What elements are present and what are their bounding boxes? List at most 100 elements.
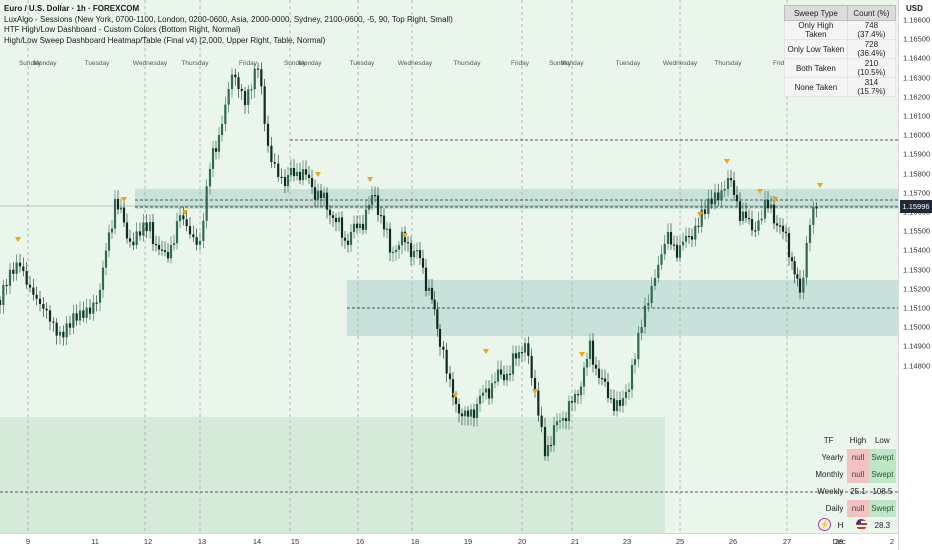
price-chart[interactable] bbox=[0, 0, 898, 533]
candle-body bbox=[113, 199, 117, 229]
sweep-count: 728 (36.4%) bbox=[846, 39, 897, 59]
candle-body bbox=[325, 192, 329, 210]
chart-area[interactable]: Euro / U.S. Dollar · 1h · FOREXCOM LuxAl… bbox=[0, 0, 898, 533]
candle-body bbox=[815, 207, 818, 209]
candle-body bbox=[754, 230, 757, 232]
candle-body bbox=[430, 287, 434, 300]
candle-body bbox=[256, 68, 260, 70]
indicator-sessions[interactable]: LuxAlgo - Sessions (New York, 0700-1100,… bbox=[4, 14, 453, 24]
candle-body bbox=[720, 190, 723, 201]
table-row: Daily null Swept bbox=[812, 500, 896, 517]
candle-body bbox=[558, 420, 562, 422]
candle-body bbox=[735, 194, 739, 202]
day-label: Tuesday bbox=[615, 60, 641, 67]
candle-body bbox=[48, 310, 52, 322]
candle-body bbox=[148, 221, 152, 232]
candle-body bbox=[125, 222, 129, 239]
candle-body bbox=[55, 322, 58, 336]
candle-body bbox=[772, 204, 776, 224]
candle-body bbox=[45, 308, 48, 311]
time-tick: 12 bbox=[143, 537, 153, 546]
candle-body bbox=[185, 219, 188, 227]
candle-body bbox=[463, 410, 467, 417]
sweep-marker bbox=[452, 393, 458, 398]
price-tick: 1.16600 bbox=[903, 15, 931, 25]
candle-body bbox=[328, 209, 332, 216]
candle-body bbox=[337, 217, 341, 223]
candle-body bbox=[454, 397, 458, 405]
candle-body bbox=[364, 209, 368, 230]
candle-body bbox=[747, 218, 751, 220]
candle-body bbox=[609, 398, 613, 400]
candle-body bbox=[172, 243, 176, 245]
candle-body bbox=[273, 162, 276, 164]
symbol-title[interactable]: Euro / U.S. Dollar · 1h · FOREXCOM bbox=[4, 4, 140, 13]
candle-body bbox=[22, 266, 25, 272]
candle-body bbox=[660, 254, 663, 265]
candle-body bbox=[322, 192, 326, 199]
table-row: Weekly 25.1 108.5 bbox=[812, 483, 896, 500]
candle-body bbox=[0, 300, 2, 305]
candle-body bbox=[65, 323, 68, 338]
candle-body bbox=[630, 364, 634, 390]
candle-body bbox=[445, 349, 448, 374]
price-axis[interactable]: 1.16600 1.16500 1.16400 1.16300 1.16200 1.161… bbox=[898, 0, 932, 550]
candle-body bbox=[101, 267, 105, 290]
candle-body bbox=[487, 388, 491, 399]
candle-body bbox=[769, 204, 773, 209]
candle-body bbox=[316, 190, 320, 200]
hl-low-value: Swept bbox=[868, 466, 896, 483]
price-tick: 1.15000 bbox=[903, 322, 931, 332]
lightning-icon[interactable]: ⚡ bbox=[818, 518, 831, 531]
candle-body bbox=[552, 425, 556, 446]
price-tick: 1.15200 bbox=[903, 284, 931, 294]
time-axis[interactable]: 9 11 12 13 14 15 16 18 19 20 21 23 25 26 27 28 Dec 2 bbox=[0, 533, 898, 550]
time-tick: 13 bbox=[197, 537, 207, 546]
htf-high-low-table: TF High Low Yearly null Swept Monthly nu… bbox=[812, 432, 896, 533]
sweep-header-type: Sweep Type bbox=[784, 5, 848, 21]
candle-body bbox=[224, 104, 227, 124]
candle-body bbox=[2, 284, 5, 305]
candle-body bbox=[763, 199, 767, 219]
candle-body bbox=[618, 400, 622, 406]
candle-body bbox=[154, 243, 158, 246]
day-label: Monday bbox=[560, 60, 584, 67]
candle-body bbox=[385, 228, 389, 230]
candle-body bbox=[237, 77, 240, 90]
candle-body bbox=[681, 241, 685, 246]
candle-body bbox=[286, 175, 290, 187]
indicator-htf-dashboard[interactable]: HTF High/Low Dashboard - Custom Colors (… bbox=[4, 25, 241, 34]
candle-body bbox=[606, 381, 610, 399]
candle-body bbox=[373, 195, 377, 197]
candle-body bbox=[694, 225, 697, 240]
time-tick: 15 bbox=[290, 537, 300, 546]
us-flag-icon[interactable] bbox=[855, 518, 867, 530]
candle-body bbox=[710, 198, 713, 205]
candle-body bbox=[128, 238, 132, 242]
candle-body bbox=[5, 284, 8, 287]
candle-body bbox=[561, 418, 565, 421]
candle-body bbox=[517, 352, 521, 359]
candle-body bbox=[135, 231, 138, 246]
sweep-type: Only High Taken bbox=[784, 20, 848, 40]
candle-body bbox=[666, 232, 670, 244]
hl-header-tf: TF bbox=[823, 436, 834, 445]
candle-body bbox=[214, 148, 218, 152]
currency-label[interactable]: USD bbox=[906, 4, 923, 13]
candle-body bbox=[58, 331, 62, 336]
hl-timeframe: Daily bbox=[825, 504, 844, 513]
candle-body bbox=[766, 199, 770, 209]
candle-body bbox=[234, 74, 237, 78]
candle-body bbox=[25, 271, 28, 285]
time-tick: Dec bbox=[832, 537, 846, 546]
candle-body bbox=[151, 221, 155, 244]
candle-body bbox=[304, 169, 308, 175]
candle-body bbox=[588, 340, 592, 359]
candle-body bbox=[198, 240, 202, 245]
time-tick: 26 bbox=[728, 537, 738, 546]
candle-body bbox=[116, 199, 120, 210]
candle-body bbox=[549, 444, 553, 447]
indicator-sweep-dashboard[interactable]: High/Low Sweep Dashboard Heatmap/Table (… bbox=[4, 35, 326, 45]
candle-body bbox=[166, 251, 170, 259]
candle-body bbox=[781, 225, 785, 232]
